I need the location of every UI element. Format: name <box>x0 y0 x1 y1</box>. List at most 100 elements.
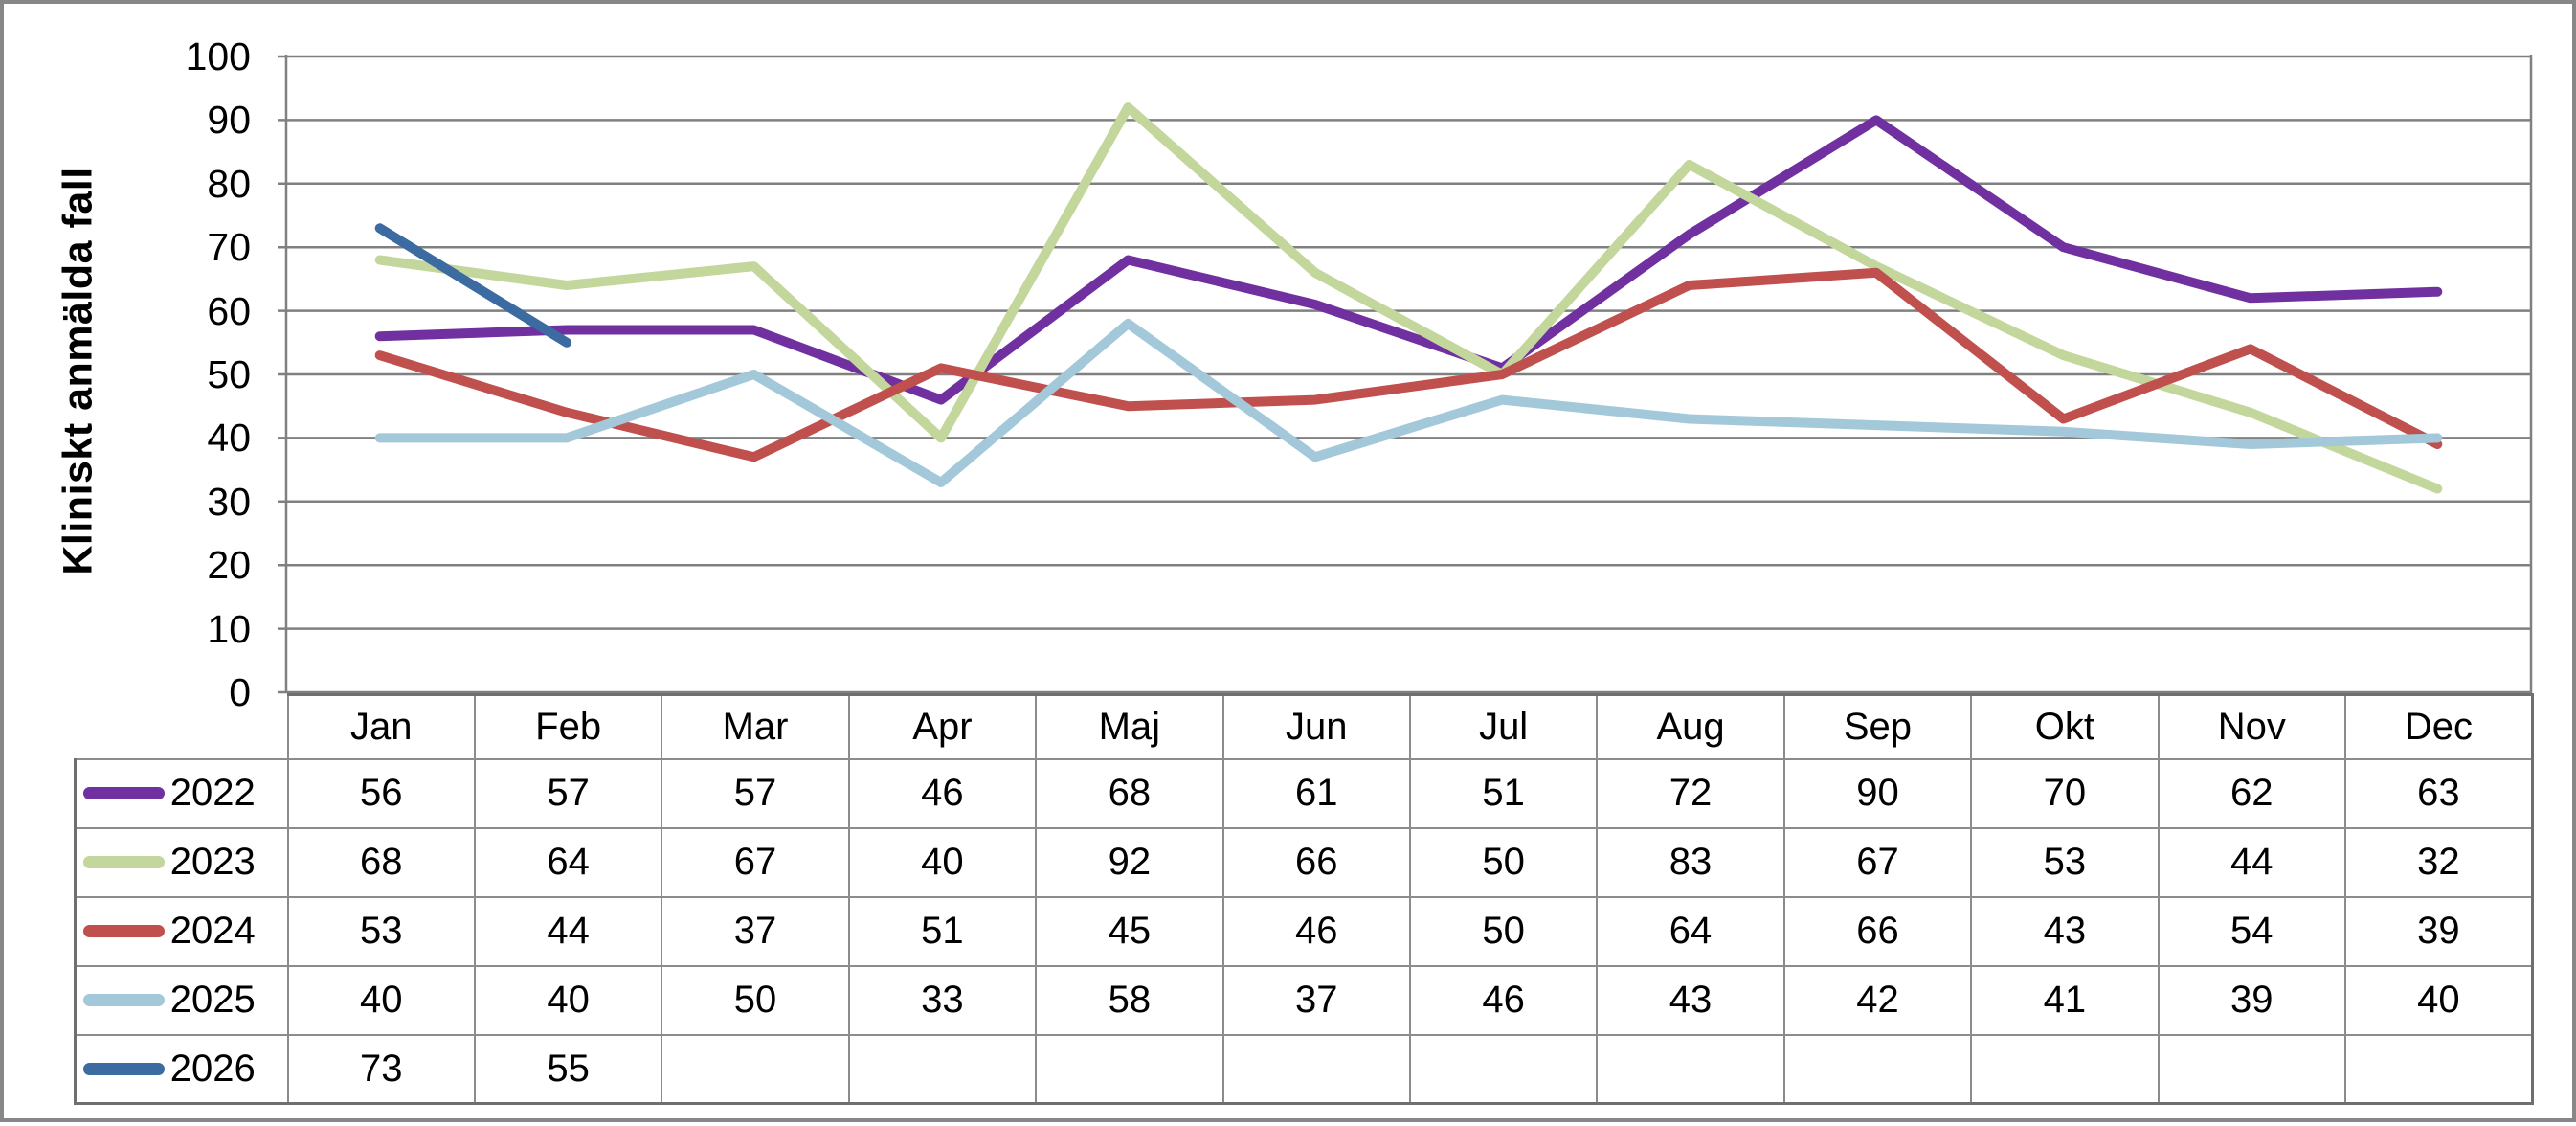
cell-2024-Dec: 39 <box>2343 895 2534 967</box>
y-tick-label-50: 50 <box>207 352 251 396</box>
cell-2024-Apr: 51 <box>847 895 1038 967</box>
cell-2022-Mar: 57 <box>661 757 850 829</box>
cell-2026-Maj <box>1035 1033 1224 1105</box>
month-header-Nov: Nov <box>2157 693 2346 760</box>
y-tick-label-90: 90 <box>207 98 251 143</box>
month-header-Mar: Mar <box>661 693 850 760</box>
cell-2024-Mar: 37 <box>661 895 850 967</box>
y-tick-label-30: 30 <box>207 479 251 524</box>
y-tick-label-40: 40 <box>207 416 251 461</box>
legend-swatch-2023 <box>82 856 165 868</box>
cell-2025-Jul: 46 <box>1408 964 1599 1036</box>
cell-2023-Jun: 66 <box>1221 826 1411 898</box>
cell-2026-Nov <box>2157 1033 2346 1105</box>
cell-2022-Jan: 56 <box>286 757 476 829</box>
cell-2023-Feb: 64 <box>473 826 663 898</box>
cell-2022-Okt: 70 <box>1970 757 2160 829</box>
cell-2026-Jul <box>1408 1033 1599 1105</box>
legend-key-2026: 2026 <box>78 1047 286 1091</box>
cell-2023-Maj: 92 <box>1035 826 1224 898</box>
y-tick-label-0: 0 <box>229 670 251 714</box>
month-header-Apr: Apr <box>847 693 1038 760</box>
cell-2024-Jul: 50 <box>1408 895 1599 967</box>
legend-swatch-2026 <box>82 1062 165 1075</box>
cell-2023-Sep: 67 <box>1782 826 1973 898</box>
month-header-Maj: Maj <box>1035 693 1224 760</box>
cell-2024-Maj: 45 <box>1035 895 1224 967</box>
cell-2026-Feb: 55 <box>473 1033 663 1105</box>
cell-2025-Sep: 42 <box>1782 964 1973 1036</box>
month-header-Jun: Jun <box>1221 693 1411 760</box>
chart-data-table: Jan Feb Mar Apr Maj Jun Jul Aug Sep Okt Nov Dec 2022… <box>74 693 2534 1105</box>
month-header-Okt: Okt <box>1970 693 2160 760</box>
cell-2024-Jun: 46 <box>1221 895 1411 967</box>
month-header-Dec: Dec <box>2343 693 2534 760</box>
cell-2024-Nov: 54 <box>2157 895 2346 967</box>
legend-label-2026: 2026 <box>169 1047 256 1090</box>
cell-2026-Dec <box>2343 1033 2534 1105</box>
legend-key-2023: 2023 <box>78 841 286 884</box>
cell-2026-Aug <box>1596 1033 1785 1105</box>
cell-2025-Nov: 39 <box>2157 964 2346 1036</box>
cell-2026-Sep <box>1782 1033 1973 1105</box>
month-header-row: Jan Feb Mar Apr Maj Jun Jul Aug Sep Okt Nov Dec <box>76 693 2534 760</box>
legend-label-2022: 2022 <box>169 772 256 814</box>
cell-2023-Dec: 32 <box>2343 826 2534 898</box>
cell-2023-Mar: 67 <box>661 826 850 898</box>
line-chart <box>278 55 2533 694</box>
header-blank-cell <box>76 695 288 759</box>
month-header-Jan: Jan <box>286 693 476 760</box>
cell-2024-Sep: 66 <box>1782 895 1973 967</box>
cell-2026-Jun <box>1221 1033 1411 1105</box>
y-tick-label-10: 10 <box>207 606 251 651</box>
cell-2024-Aug: 64 <box>1596 895 1785 967</box>
cell-2026-Apr <box>847 1033 1038 1105</box>
y-tick-label-100: 100 <box>185 34 251 79</box>
cell-2023-Jan: 68 <box>286 826 476 898</box>
legend-swatch-2024 <box>82 925 165 937</box>
series-line-2023 <box>374 102 2443 494</box>
cell-2024-Feb: 44 <box>473 895 663 967</box>
table-row-2022: 2022 56 57 57 46 68 61 51 72 90 70 62 63 <box>74 757 2534 829</box>
cell-2023-Apr: 40 <box>847 826 1038 898</box>
cell-2025-Mar: 50 <box>661 964 850 1036</box>
month-header-Sep: Sep <box>1782 693 1973 760</box>
cell-2022-Nov: 62 <box>2157 757 2346 829</box>
cell-2025-Jan: 40 <box>286 964 476 1036</box>
legend-label-2024: 2024 <box>169 910 256 952</box>
table-row-2026: 2026 73 55 <box>74 1033 2534 1105</box>
cell-2022-Maj: 68 <box>1035 757 1224 829</box>
cell-2025-Okt: 41 <box>1970 964 2160 1036</box>
series-line-2026 <box>374 223 572 348</box>
legend-key-2025: 2025 <box>78 979 286 1022</box>
cell-2025-Jun: 37 <box>1221 964 1411 1036</box>
cell-2022-Jul: 51 <box>1408 757 1599 829</box>
legend-cell-2023: 2023 <box>74 826 289 898</box>
cell-2026-Jan: 73 <box>286 1033 476 1105</box>
cell-2025-Aug: 43 <box>1596 964 1785 1036</box>
cell-2025-Apr: 33 <box>847 964 1038 1036</box>
cell-2022-Aug: 72 <box>1596 757 1785 829</box>
month-header-Aug: Aug <box>1596 693 1785 760</box>
legend-cell-2026: 2026 <box>74 1033 289 1105</box>
y-tick-label-70: 70 <box>207 225 251 270</box>
legend-cell-2022: 2022 <box>74 757 289 829</box>
legend-label-2023: 2023 <box>169 841 256 883</box>
month-header-Feb: Feb <box>473 693 663 760</box>
month-header-Jul: Jul <box>1408 693 1599 760</box>
cell-2023-Nov: 44 <box>2157 826 2346 898</box>
cell-2022-Jun: 61 <box>1221 757 1411 829</box>
series-line-2022 <box>374 115 2443 405</box>
legend-key-2022: 2022 <box>78 772 286 815</box>
cell-2023-Aug: 83 <box>1596 826 1785 898</box>
cell-2026-Okt <box>1970 1033 2160 1105</box>
legend-cell-2024: 2024 <box>74 895 289 967</box>
cell-2022-Apr: 46 <box>847 757 1038 829</box>
cell-2023-Jul: 50 <box>1408 826 1599 898</box>
cell-2023-Okt: 53 <box>1970 826 2160 898</box>
table-row-2025: 2025 40 40 50 33 58 37 46 43 42 41 39 40 <box>74 964 2534 1036</box>
cell-2024-Okt: 43 <box>1970 895 2160 967</box>
legend-label-2025: 2025 <box>169 979 256 1021</box>
legend-swatch-2025 <box>82 994 165 1006</box>
